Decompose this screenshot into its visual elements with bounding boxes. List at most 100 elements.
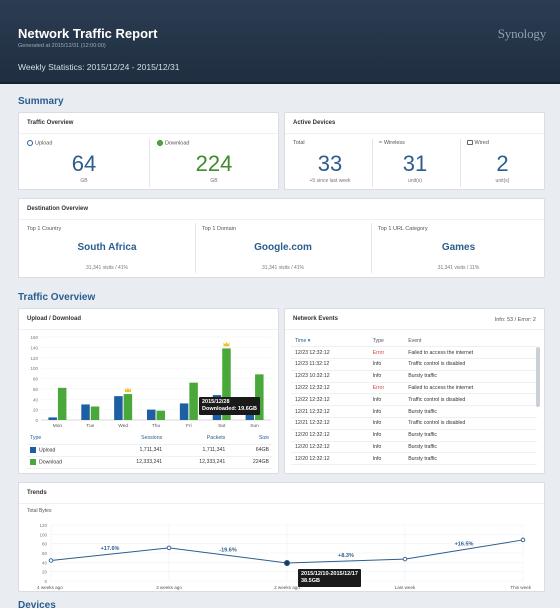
y-tick-label: 160 (30, 335, 38, 340)
event-row: 12/20 12:32:12 Info Bursty traffic (291, 452, 537, 466)
x-tick-label: Thu (152, 423, 161, 429)
trend-tooltip: 2015/12/10-2015/12/17 38.5GB (298, 569, 361, 587)
wifi-icon: ≈ (379, 140, 383, 146)
event-time: 12/21 12:32:12 (291, 405, 369, 419)
event-event: Failed to access the internet (404, 346, 537, 360)
bar-tooltip: 2015/12/28 Downloaded: 19.6GB (199, 397, 261, 415)
trend-point (48, 558, 54, 563)
upload-download-title: Upload / Download (27, 316, 81, 322)
weekly-range: Weekly Statistics: 2015/12/24 - 2015/12/… (18, 62, 180, 72)
event-event: Bursty traffic (404, 405, 537, 419)
x-tick-label: Sun (250, 423, 259, 429)
event-time: 12/20 12:32:12 (291, 452, 369, 466)
col-packets: Packets (165, 432, 229, 445)
event-row: 12/21 12:32:12 Info Bursty traffic (291, 405, 537, 419)
traffic-overview-card: Traffic Overview Upload 64 GB Download 2… (18, 112, 279, 190)
top-domain-label: Top 1 Domain (202, 226, 236, 232)
col-event: Event (404, 335, 537, 348)
bar-tooltip-date: 2015/12/28 (202, 399, 230, 405)
event-time: 12/23 12:32:12 (291, 346, 369, 360)
wired-label-wrap: Wired (467, 140, 489, 146)
event-event: Failed to access the internet (404, 382, 537, 395)
total-label: Total (293, 140, 305, 146)
bar-download (123, 394, 133, 420)
event-type: Error (368, 382, 405, 395)
event-event: Traffic control is disabled (404, 358, 537, 371)
x-tick-label: This week (510, 585, 531, 590)
x-tick-label: Sat (218, 423, 226, 429)
change-label: +17.6% (101, 546, 120, 552)
change-label: +8.3% (338, 553, 354, 559)
x-tick-label: 3 weeks ago (156, 585, 182, 590)
trend-point (283, 559, 291, 567)
upload-swatch (30, 446, 36, 453)
network-events-title: Network Events (293, 316, 339, 322)
bar-download (189, 382, 198, 420)
y-tick-label: 100 (39, 532, 47, 537)
row-type: Download (39, 459, 63, 466)
summary-heading: Summary (18, 96, 64, 107)
upload-value: 64 (71, 151, 97, 176)
col-event-type: Type (368, 335, 405, 348)
event-event: Bursty traffic (404, 429, 537, 442)
col-sessions: Sessions (102, 432, 166, 445)
event-time: 12/23 11:32:12 (291, 358, 369, 371)
x-tick-label: Wed (118, 423, 128, 429)
destination-overview-card: Destination Overview Top 1 Country South… (18, 198, 545, 278)
upload-download-table: Type Sessions Packets Size Upload 1,711,… (27, 432, 272, 469)
trend-point (520, 537, 526, 543)
bar-download (222, 348, 231, 420)
event-row: 12/21 12:32:12 Info Traffic control is dis… (291, 417, 537, 430)
event-event: Bursty traffic (404, 441, 537, 454)
event-event: Bursty traffic (404, 452, 537, 466)
change-label: +16.5% (455, 542, 474, 548)
traffic-overview-title: Traffic Overview (27, 120, 74, 126)
col-size: Size (228, 432, 272, 445)
bar-upload (245, 412, 255, 420)
upload-download-chart: 0 20 40 60 80 100 120 140 160 Mon Tue Wed Thu Fri Sat S… (30, 335, 271, 429)
bar-tooltip-value: Downloaded: 19.6GB (202, 406, 258, 412)
row-size: 224GB (228, 456, 272, 469)
y-tick-label: 40 (42, 560, 48, 565)
row-packets: 12,333,241 (165, 456, 229, 469)
y-tick-label: 80 (33, 377, 39, 382)
trends-card: Trends Total Bytes 0 20 40 60 80 100 120 +17.6%… (18, 482, 545, 592)
y-tick-label: 100 (30, 366, 38, 371)
row-packets: 1,711,341 (165, 444, 229, 457)
table-row: Download 12,333,241 12,333,241 224GB (27, 456, 272, 469)
network-events-table: Time ▾ Type Event 12/23 12:32:12 Error Fai… (291, 335, 537, 466)
change-label: -19.6% (219, 547, 237, 553)
bar-download (57, 387, 67, 420)
y-tick-label: 20 (33, 408, 39, 413)
active-devices-title: Active Devices (293, 120, 336, 126)
top-domain-visits: 31,341 visits / 41% (262, 265, 304, 271)
crown-icon (223, 341, 230, 347)
report-header: Network Traffic Report Generated at 2015… (0, 0, 560, 84)
top-country-label: Top 1 Country (27, 226, 62, 232)
download-unit: GB (210, 178, 218, 184)
event-type: Info (368, 417, 405, 430)
event-type: Info (368, 358, 405, 371)
wired-value: 2 (496, 151, 509, 176)
y-tick-label: 0 (44, 579, 47, 584)
trend-point (402, 556, 408, 562)
event-time: 12/21 12:32:12 (291, 417, 369, 430)
wired-icon (467, 140, 473, 146)
top-url-category-visits: 31,341 visits / 11% (437, 265, 480, 271)
trends-ylabel: Total Bytes (27, 508, 52, 514)
event-time: 12/22 12:32:12 (291, 393, 369, 407)
event-row: 12/23 12:32:12 Error Failed to access the … (291, 346, 537, 360)
upload-label-wrap: Upload (27, 140, 52, 146)
trend-tooltip-range: 2015/12/10-2015/12/17 (301, 571, 358, 577)
devices-heading: Devices (18, 600, 56, 608)
wireless-label: Wireless (383, 140, 405, 146)
trends-title: Trends (27, 490, 47, 496)
events-scrollbar[interactable] (536, 347, 540, 407)
col-time[interactable]: Time ▾ (291, 335, 369, 348)
y-tick-label: 20 (42, 570, 48, 575)
wireless-value: 31 (402, 151, 428, 176)
bar-download (156, 410, 165, 420)
event-row: 12/20 12:32:12 Info Bursty traffic (291, 441, 537, 454)
x-tick-label: Tue (86, 423, 94, 429)
wireless-unit: unit(s) (408, 178, 422, 184)
